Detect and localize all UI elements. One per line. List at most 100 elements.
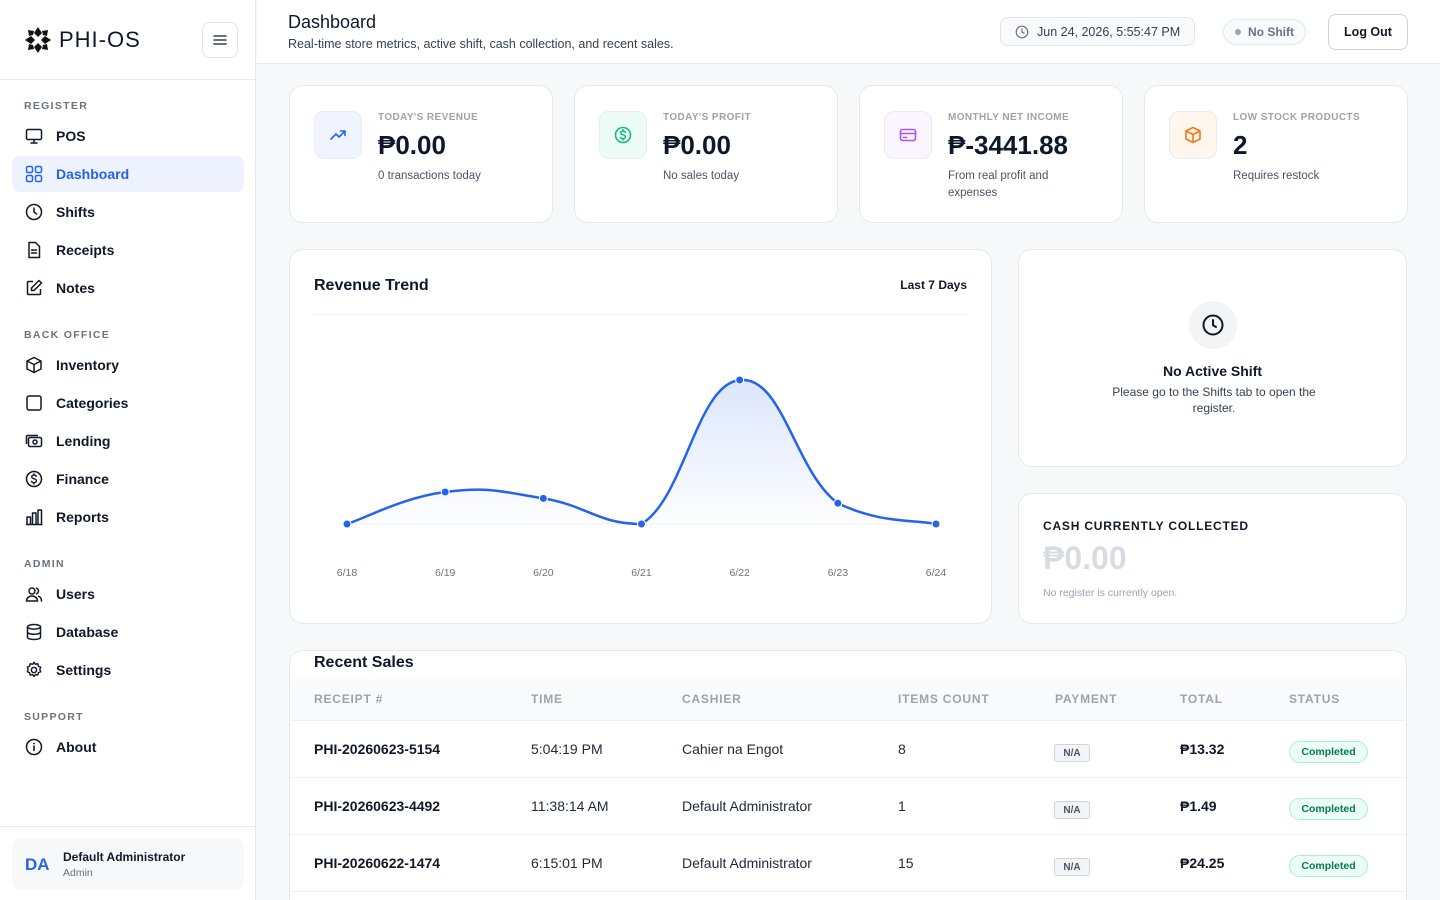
- receipt-number: PHI-20260622-1474: [314, 855, 441, 871]
- column-header-status[interactable]: STATUS: [1289, 692, 1341, 706]
- sidebar-item-label: About: [56, 739, 97, 755]
- x-tick-label: 6/22: [729, 567, 750, 579]
- sidebar-item-label: Notes: [56, 280, 95, 296]
- cash-icon: [25, 434, 43, 448]
- items-count: 8: [898, 741, 906, 757]
- file-icon: [28, 241, 41, 259]
- logo-icon: [24, 26, 52, 54]
- sidebar-item-notes[interactable]: Notes: [12, 270, 244, 306]
- sidebar-item-label: Database: [56, 624, 119, 640]
- square-icon: [26, 395, 42, 411]
- sidebar-item-label: POS: [56, 128, 86, 144]
- top-bar: Dashboard Real-time store metrics, activ…: [257, 0, 1440, 64]
- data-point[interactable]: [538, 493, 548, 503]
- stat-card-revenue: TODAY'S REVENUE ₱0.00 0 transactions tod…: [289, 85, 553, 223]
- sidebar-item-settings[interactable]: Settings: [12, 652, 244, 688]
- x-tick-label: 6/20: [533, 567, 554, 579]
- sale-total: ₱1.49: [1180, 798, 1217, 814]
- section-back-office: BACK OFFICE: [24, 329, 111, 341]
- column-header-receipt[interactable]: RECEIPT #: [314, 692, 384, 706]
- x-tick-label: 6/18: [337, 567, 358, 579]
- stat-note: 0 transactions today: [378, 170, 481, 182]
- table-row[interactable]: PHI-20260623-4492 11:38:14 AM Default Ad…: [290, 778, 1406, 835]
- status-dot: [1235, 29, 1241, 35]
- shift-status-text: No Shift: [1248, 25, 1294, 39]
- stat-icon-wrap: [599, 111, 647, 159]
- column-header-items[interactable]: ITEMS COUNT: [898, 692, 990, 706]
- sidebar-item-pos[interactable]: POS: [12, 118, 244, 154]
- cash-collected-panel: CASH CURRENTLY COLLECTED ₱0.00 No regist…: [1018, 493, 1407, 624]
- box-icon: [1185, 126, 1201, 144]
- x-tick-label: 6/19: [435, 567, 456, 579]
- sidebar-item-about[interactable]: About: [12, 729, 244, 765]
- cash-value: ₱0.00: [1043, 540, 1127, 576]
- sidebar-item-inventory[interactable]: Inventory: [12, 347, 244, 383]
- cashier-name: Cahier na Engot: [682, 741, 784, 757]
- stat-value: ₱0.00: [663, 130, 731, 160]
- edit-icon: [26, 279, 43, 296]
- monitor-icon: [25, 128, 43, 144]
- stat-label: MONTHLY NET INCOME: [948, 112, 1070, 123]
- stat-card-low-stock: LOW STOCK PRODUCTS 2 Requires restock: [1144, 85, 1408, 223]
- section-register: REGISTER: [24, 100, 89, 112]
- column-header-payment[interactable]: PAYMENT: [1055, 692, 1118, 706]
- stat-label: TODAY'S PROFIT: [663, 112, 751, 123]
- cash-note: No register is currently open.: [1043, 587, 1178, 599]
- sidebar-item-label: Shifts: [56, 204, 95, 220]
- sidebar-item-database[interactable]: Database: [12, 614, 244, 650]
- table-row[interactable]: PHI-20260623-5154 5:04:19 PM Cahier na E…: [290, 721, 1406, 778]
- sidebar-item-shifts[interactable]: Shifts: [12, 194, 244, 230]
- column-header-time[interactable]: TIME: [531, 692, 563, 706]
- sidebar-item-label: Inventory: [56, 357, 120, 373]
- bar-chart-icon: [26, 509, 43, 526]
- sidebar-item-categories[interactable]: Categories: [12, 385, 244, 421]
- data-point[interactable]: [637, 519, 646, 529]
- shift-panel-title: No Active Shift: [1162, 363, 1263, 379]
- chart-title: Revenue Trend: [314, 277, 429, 294]
- sidebar-item-receipts[interactable]: Receipts: [12, 232, 244, 268]
- section-admin: ADMIN: [24, 558, 65, 570]
- column-header-cashier[interactable]: CASHIER: [682, 692, 742, 706]
- clock-icon: [25, 203, 43, 221]
- sidebar: PHI-OS REGISTER POS Dashboard Shifts Rec…: [0, 0, 256, 900]
- sidebar-item-reports[interactable]: Reports: [12, 499, 244, 535]
- sidebar-item-label: Lending: [56, 433, 111, 449]
- logout-button[interactable]: Log Out: [1328, 14, 1408, 50]
- grid-icon: [25, 165, 43, 183]
- stat-icon-wrap: [1169, 111, 1217, 159]
- sidebar-item-label: Settings: [56, 662, 112, 678]
- datetime-text: Jun 24, 2026, 5:55:47 PM: [1037, 24, 1181, 39]
- data-point[interactable]: [735, 375, 745, 385]
- data-point[interactable]: [833, 498, 843, 508]
- data-point[interactable]: [440, 487, 450, 497]
- data-point[interactable]: [342, 519, 352, 529]
- user-card[interactable]: DA Default Administrator Admin: [12, 839, 244, 889]
- sidebar-item-label: Finance: [56, 471, 109, 487]
- chart-range-label: Last 7 Days: [900, 278, 967, 292]
- receipt-number: PHI-20260623-5154: [314, 741, 441, 757]
- cashier-name: Default Administrator: [682, 855, 812, 871]
- sale-total: ₱24.25: [1180, 855, 1225, 871]
- stat-value: ₱0.00: [378, 130, 446, 160]
- column-header-total[interactable]: TOTAL: [1180, 692, 1223, 706]
- user-profile: DA Default Administrator Admin: [0, 826, 256, 900]
- sidebar-toggle-button[interactable]: [202, 22, 238, 58]
- gear-icon: [26, 661, 42, 678]
- stat-value: 2: [1233, 130, 1248, 160]
- sidebar-item-dashboard[interactable]: Dashboard: [12, 156, 244, 192]
- sidebar-item-label: Receipts: [56, 242, 115, 258]
- info-icon: [25, 738, 43, 756]
- datetime-display: Jun 24, 2026, 5:55:47 PM: [1000, 17, 1196, 46]
- sidebar-item-finance[interactable]: Finance: [12, 461, 244, 497]
- dollar-circle-icon: [25, 470, 43, 488]
- items-count: 1: [898, 798, 906, 814]
- shift-status-panel: No Active Shift Please go to the Shifts …: [1018, 249, 1407, 467]
- receipt-number: PHI-20260623-4492: [314, 798, 441, 814]
- user-role: Admin: [63, 867, 93, 879]
- data-point[interactable]: [931, 519, 941, 529]
- sidebar-item-lending[interactable]: Lending: [12, 423, 244, 459]
- table-row[interactable]: PHI-20260622-1474 6:15:01 PM Default Adm…: [290, 835, 1406, 892]
- sidebar-item-users[interactable]: Users: [12, 576, 244, 612]
- stat-value: ₱-3441.88: [948, 130, 1068, 160]
- revenue-trend-panel: Revenue Trend Last 7 Days 6/18 6/19 6/20 6/…: [289, 249, 992, 624]
